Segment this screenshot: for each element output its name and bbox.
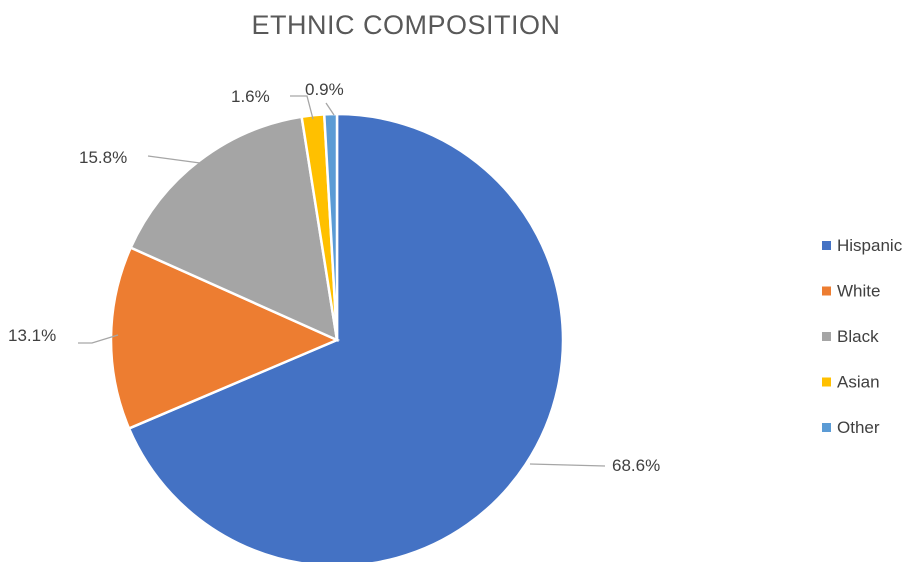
legend: Hispanic White Black Asian Other — [822, 236, 903, 437]
legend-label-hispanic: Hispanic — [837, 236, 903, 255]
data-label-white: 13.1% — [8, 326, 56, 345]
leader-line-other — [325, 102, 335, 116]
chart-title: ETHNIC COMPOSITION — [251, 10, 560, 40]
legend-swatch-black — [822, 332, 831, 341]
pie-slice-other — [322, 112, 339, 341]
leader-line-black — [147, 155, 201, 164]
data-label-black: 15.8% — [79, 148, 127, 167]
legend-swatch-asian — [822, 377, 831, 387]
legend-label-other: Other — [837, 418, 880, 437]
pie-slice-hispanic — [127, 112, 565, 562]
legend-label-black: Black — [837, 327, 879, 346]
pie-slices — [109, 112, 565, 562]
legend-label-asian: Asian — [837, 373, 880, 392]
data-label-asian: 1.6% — [231, 87, 270, 106]
pie-slice-white — [109, 245, 341, 431]
leader-line-asian — [290, 95, 314, 120]
legend-swatch-other — [822, 423, 831, 432]
leader-line-white — [78, 334, 119, 344]
pie-slice-black — [129, 115, 339, 343]
data-labels: 68.6% 13.1% 15.8% 1.6% 0.9% — [8, 80, 660, 475]
data-label-hispanic: 68.6% — [612, 456, 660, 475]
legend-label-white: White — [837, 282, 880, 301]
legend-swatch-hispanic — [822, 241, 831, 250]
leader-line-hispanic — [529, 463, 606, 467]
leader-lines — [78, 95, 606, 467]
data-label-other: 0.9% — [305, 80, 344, 99]
legend-swatch-white — [822, 286, 831, 296]
